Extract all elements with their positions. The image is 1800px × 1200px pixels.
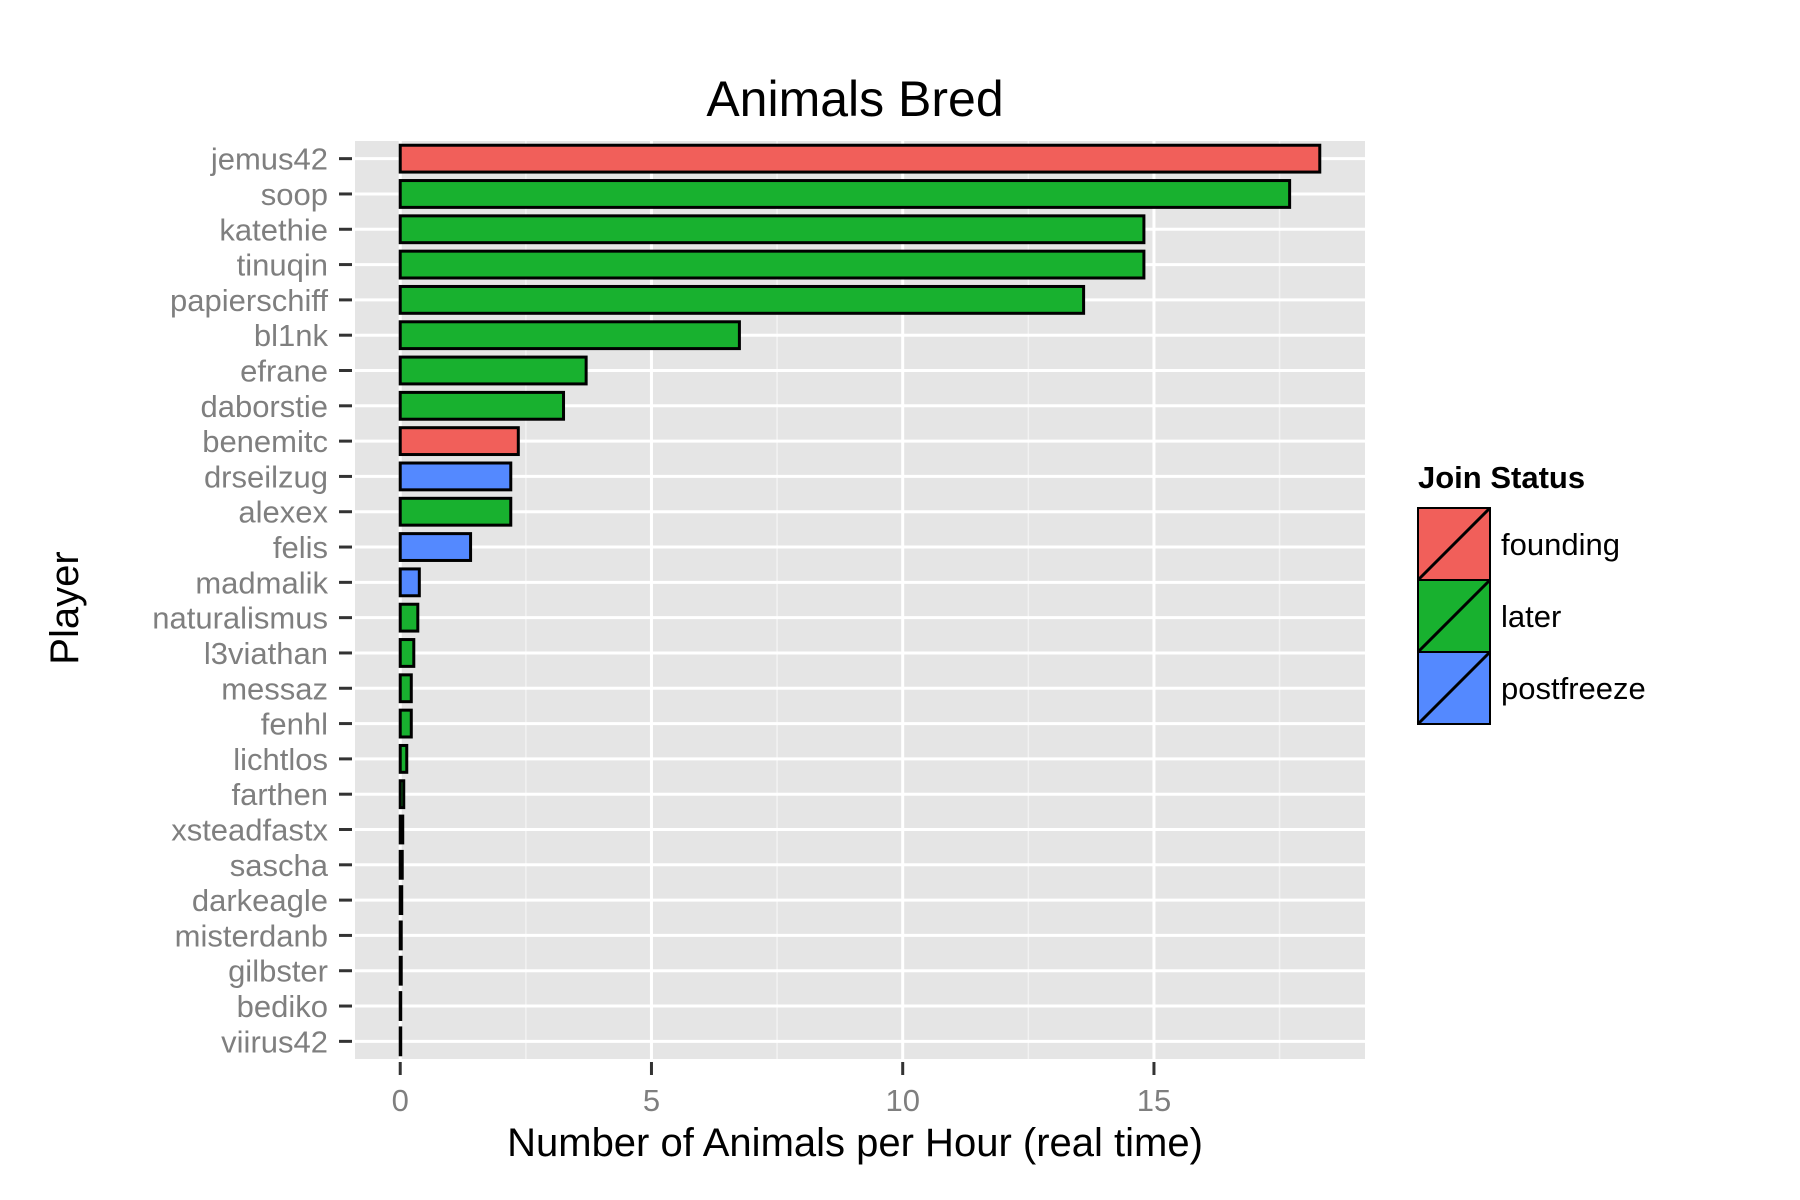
legend-title: Join Status: [1418, 460, 1585, 495]
y-tick-label: fenhl: [261, 707, 328, 742]
legend-key-slash: [1416, 650, 1492, 726]
bar-felis: [398, 532, 473, 562]
bar-alexex: [398, 496, 513, 527]
bar-soop: [398, 179, 1292, 209]
legend: Join Status founding later postfreeze: [1416, 460, 1646, 726]
x-axis-ticks: 0 5 10 15: [392, 1062, 1171, 1118]
legend-item-later: later: [1416, 578, 1561, 654]
legend-label: founding: [1501, 527, 1620, 562]
bar-drseilzug: [398, 461, 513, 492]
y-tick-label: viirus42: [221, 1024, 328, 1059]
y-tick-label: lichtlos: [233, 742, 328, 777]
x-tick-label: 10: [885, 1083, 919, 1118]
bar-sascha: [398, 849, 404, 880]
y-tick-label: katethie: [219, 212, 328, 247]
bars: [398, 143, 1322, 1057]
bar-madmalik: [398, 567, 421, 598]
y-axis-title: Player: [43, 551, 87, 664]
chart-title: Animals Bred: [706, 71, 1003, 127]
y-tick-label: farthen: [231, 777, 328, 812]
y-tick-label: efrane: [240, 354, 328, 389]
y-tick-label: benemitc: [202, 424, 328, 459]
legend-label: postfreeze: [1501, 671, 1646, 706]
x-tick-label: 15: [1137, 1083, 1171, 1118]
legend-key-slash: [1416, 506, 1492, 582]
bar-katethie: [398, 214, 1146, 245]
bar-fenhl: [398, 708, 413, 739]
x-tick-label: 0: [392, 1083, 409, 1118]
y-tick-label: darkeagle: [192, 883, 328, 918]
y-tick-label: bl1nk: [254, 318, 329, 353]
y-tick-label: sascha: [230, 848, 329, 883]
y-tick-label: gilbster: [228, 954, 328, 989]
bar-bediko: [398, 991, 403, 1021]
y-axis-ticks: jemus42soopkatethietinuqinpapierschiffbl…: [152, 142, 352, 1059]
y-tick-label: papierschiff: [170, 283, 328, 318]
y-tick-label: bediko: [237, 989, 328, 1024]
x-tick-label: 5: [643, 1083, 660, 1118]
bar-xsteadfastx: [398, 814, 405, 845]
bar-papierschiff: [398, 284, 1086, 315]
y-tick-label: messaz: [221, 671, 328, 706]
y-tick-label: tinuqin: [237, 248, 328, 283]
bar-l3viathan: [398, 638, 416, 668]
bar-daborstie: [398, 390, 566, 421]
y-tick-label: jemus42: [210, 142, 328, 177]
bar-efrane: [398, 355, 588, 386]
bar-tinuqin: [398, 249, 1146, 280]
legend-key-slash: [1416, 578, 1492, 654]
legend-item-founding: founding: [1416, 506, 1620, 582]
bar-viirus42: [398, 1026, 403, 1057]
y-tick-label: daborstie: [200, 389, 328, 424]
bar-jemus42: [398, 143, 1322, 174]
bar-misterdanb: [398, 920, 403, 951]
legend-item-postfreeze: postfreeze: [1416, 650, 1646, 726]
y-tick-label: felis: [273, 530, 328, 565]
legend-label: later: [1501, 599, 1561, 634]
y-tick-label: alexex: [238, 495, 328, 530]
y-tick-label: naturalismus: [152, 601, 328, 636]
y-tick-label: soop: [261, 177, 328, 212]
x-axis-title: Number of Animals per Hour (real time): [507, 1121, 1203, 1165]
bar-naturalismus: [398, 602, 420, 633]
bar-farthen: [398, 779, 406, 810]
y-tick-label: l3viathan: [204, 636, 328, 671]
y-tick-label: xsteadfastx: [171, 813, 328, 848]
bar-benemitc: [398, 426, 520, 457]
y-tick-label: madmalik: [195, 565, 328, 600]
y-tick-label: misterdanb: [175, 918, 328, 953]
bar-gilbster: [398, 955, 403, 986]
bar-lichtlos: [398, 743, 409, 774]
bar-messaz: [398, 673, 413, 704]
bar-bl1nk: [398, 320, 741, 351]
bar-darkeagle: [398, 885, 404, 916]
y-tick-label: drseilzug: [204, 459, 328, 494]
